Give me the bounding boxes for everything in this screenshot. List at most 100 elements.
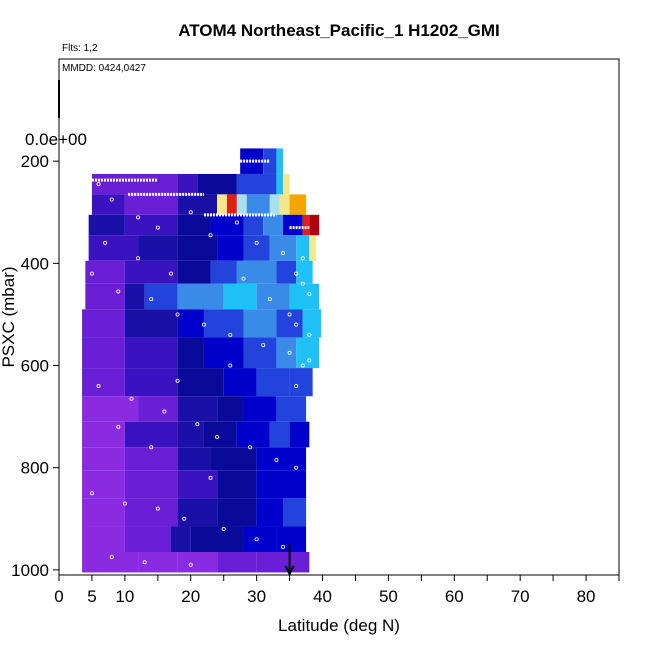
sample-point-43 [300, 363, 305, 368]
y-axis-label: PSXC (mbar) [0, 266, 18, 367]
heatmap-cell-5-5 [276, 260, 297, 284]
heatmap-cell-11-5 [269, 421, 290, 448]
sample-point-45 [307, 404, 312, 409]
heatmap-cell-2-2 [177, 194, 218, 215]
heatmap-cell-15-5 [276, 526, 307, 553]
heatmap-cell-9-3 [223, 368, 257, 397]
heatmap-cell-10-5 [276, 396, 307, 422]
heatmap-cell-9-0 [82, 368, 125, 397]
sample-point-11 [116, 289, 121, 294]
sample-point-47 [136, 256, 141, 261]
x-tick-label-1: 5 [87, 587, 96, 606]
heatmap-cell-8-3 [203, 337, 244, 369]
heatmap-cell-6-0 [85, 283, 125, 310]
heatmap-cell-2-5 [236, 194, 247, 215]
heatmap-cell-16-1 [138, 552, 178, 573]
x-tick-label-9: 80 [577, 587, 596, 606]
flights-annotation: Flts: 1,2 [62, 43, 98, 54]
sample-point-37 [294, 271, 299, 276]
sample-point-34 [109, 555, 114, 560]
heatmap-cell-13-3 [217, 470, 257, 499]
sample-point-2 [136, 215, 141, 220]
latitude-arrow [284, 544, 295, 577]
heatmap-cell-16-2 [177, 552, 218, 573]
heatmap-cell-13-1 [124, 470, 178, 499]
heatmap-cell-4-5 [269, 235, 297, 261]
flight-track-lines [91, 159, 310, 230]
heatmap-cell-8-0 [82, 337, 125, 369]
sample-point-17 [287, 350, 292, 355]
heatmap-cell-15-3 [190, 526, 244, 553]
heatmap-cell-10-1 [138, 396, 178, 422]
heatmap-cell-11-0 [82, 421, 125, 448]
heatmap-cell-3-8 [309, 214, 320, 236]
heatmap-cell-15-2 [171, 526, 191, 553]
heatmap-cell-9-2 [177, 368, 224, 397]
x-tick-label-3: 20 [181, 587, 200, 606]
heatmap-cell-14-1 [124, 498, 178, 527]
sample-point-46 [103, 240, 108, 245]
sample-point-5 [208, 233, 213, 238]
x-axis-label: Latitude (deg N) [278, 616, 400, 635]
x-axis: 0 5 10 20 30 40 50 60 70 80 [54, 575, 620, 606]
heatmap-cell-2-9 [289, 194, 307, 215]
y-axis: 200 400 600 800 1000 0.0e+00 [11, 130, 87, 580]
heatmap-cell-7-6 [302, 309, 322, 338]
x-tick-label-0: 0 [54, 587, 63, 606]
chart-title: ATOM4 Northeast_Pacific_1 H1202_GMI [178, 21, 500, 40]
heatmap-cell-14-5 [283, 498, 307, 527]
sample-point-15 [228, 332, 233, 337]
heatmap-cell-7-0 [82, 309, 125, 338]
heatmap-cell-11-3 [203, 421, 237, 448]
heatmap-cell-12-3 [210, 447, 257, 471]
heatmap-cell-5-0 [85, 260, 125, 284]
heatmap-cell-7-3 [203, 309, 244, 338]
heatmap-cell-14-0 [82, 498, 125, 527]
heatmap-cell-3-6 [283, 214, 303, 236]
sample-point-8 [280, 251, 285, 256]
sample-point-40 [287, 312, 292, 317]
heatmap-cell-4-4 [243, 235, 270, 261]
y-tick-label-1: 400 [21, 254, 49, 273]
sample-point-12 [149, 297, 154, 302]
sample-point-42 [307, 332, 312, 337]
sample-point-50 [267, 297, 272, 302]
arrow-head [284, 565, 295, 577]
heatmap-cell-8-5 [276, 337, 297, 369]
sample-point-19 [96, 383, 101, 388]
sample-point-26 [294, 465, 299, 470]
heatmap-cell-3-2 [177, 214, 211, 236]
heatmap-cell-3-1 [124, 214, 178, 236]
sample-point-35 [142, 560, 147, 565]
sample-point-23 [215, 435, 220, 440]
y-tick-label-3: 800 [21, 459, 49, 478]
heatmap-cell-5-3 [210, 260, 237, 284]
heatmap-cell-1-0 [91, 173, 178, 195]
heatmap-cell-16-3 [217, 552, 257, 573]
heatmap-cell-8-1 [124, 337, 178, 369]
x-tick-label-7: 60 [445, 587, 464, 606]
heatmap-cell-15-4 [243, 526, 277, 553]
heatmap-cell-6-3 [177, 283, 224, 310]
heatmap-cell-6-6 [289, 283, 320, 310]
heatmap-cell-13-2 [177, 470, 218, 499]
sample-point-22 [195, 422, 200, 427]
heatmap-cells [82, 148, 322, 573]
sample-point-25 [274, 458, 279, 463]
heatmap-cell-6-2 [144, 283, 178, 310]
heatmap-cell-4-7 [309, 235, 316, 261]
heatmap-cell-9-4 [256, 368, 290, 397]
sample-point-36 [188, 562, 193, 567]
sample-point-28 [122, 501, 127, 506]
sample-point-21 [162, 409, 167, 414]
heatmap-cell-5-1 [124, 260, 178, 284]
heatmap-cell-12-0 [82, 447, 125, 471]
heatmap-cell-1-5 [283, 173, 290, 195]
heatmap-cell-13-4 [256, 470, 283, 499]
heatmap-cell-4-2 [177, 235, 218, 261]
heatmap-cell-4-0 [88, 235, 139, 261]
heatmap-cell-4-1 [138, 235, 178, 261]
heatmap-cell-3-4 [243, 214, 264, 236]
sample-point-32 [254, 537, 259, 542]
